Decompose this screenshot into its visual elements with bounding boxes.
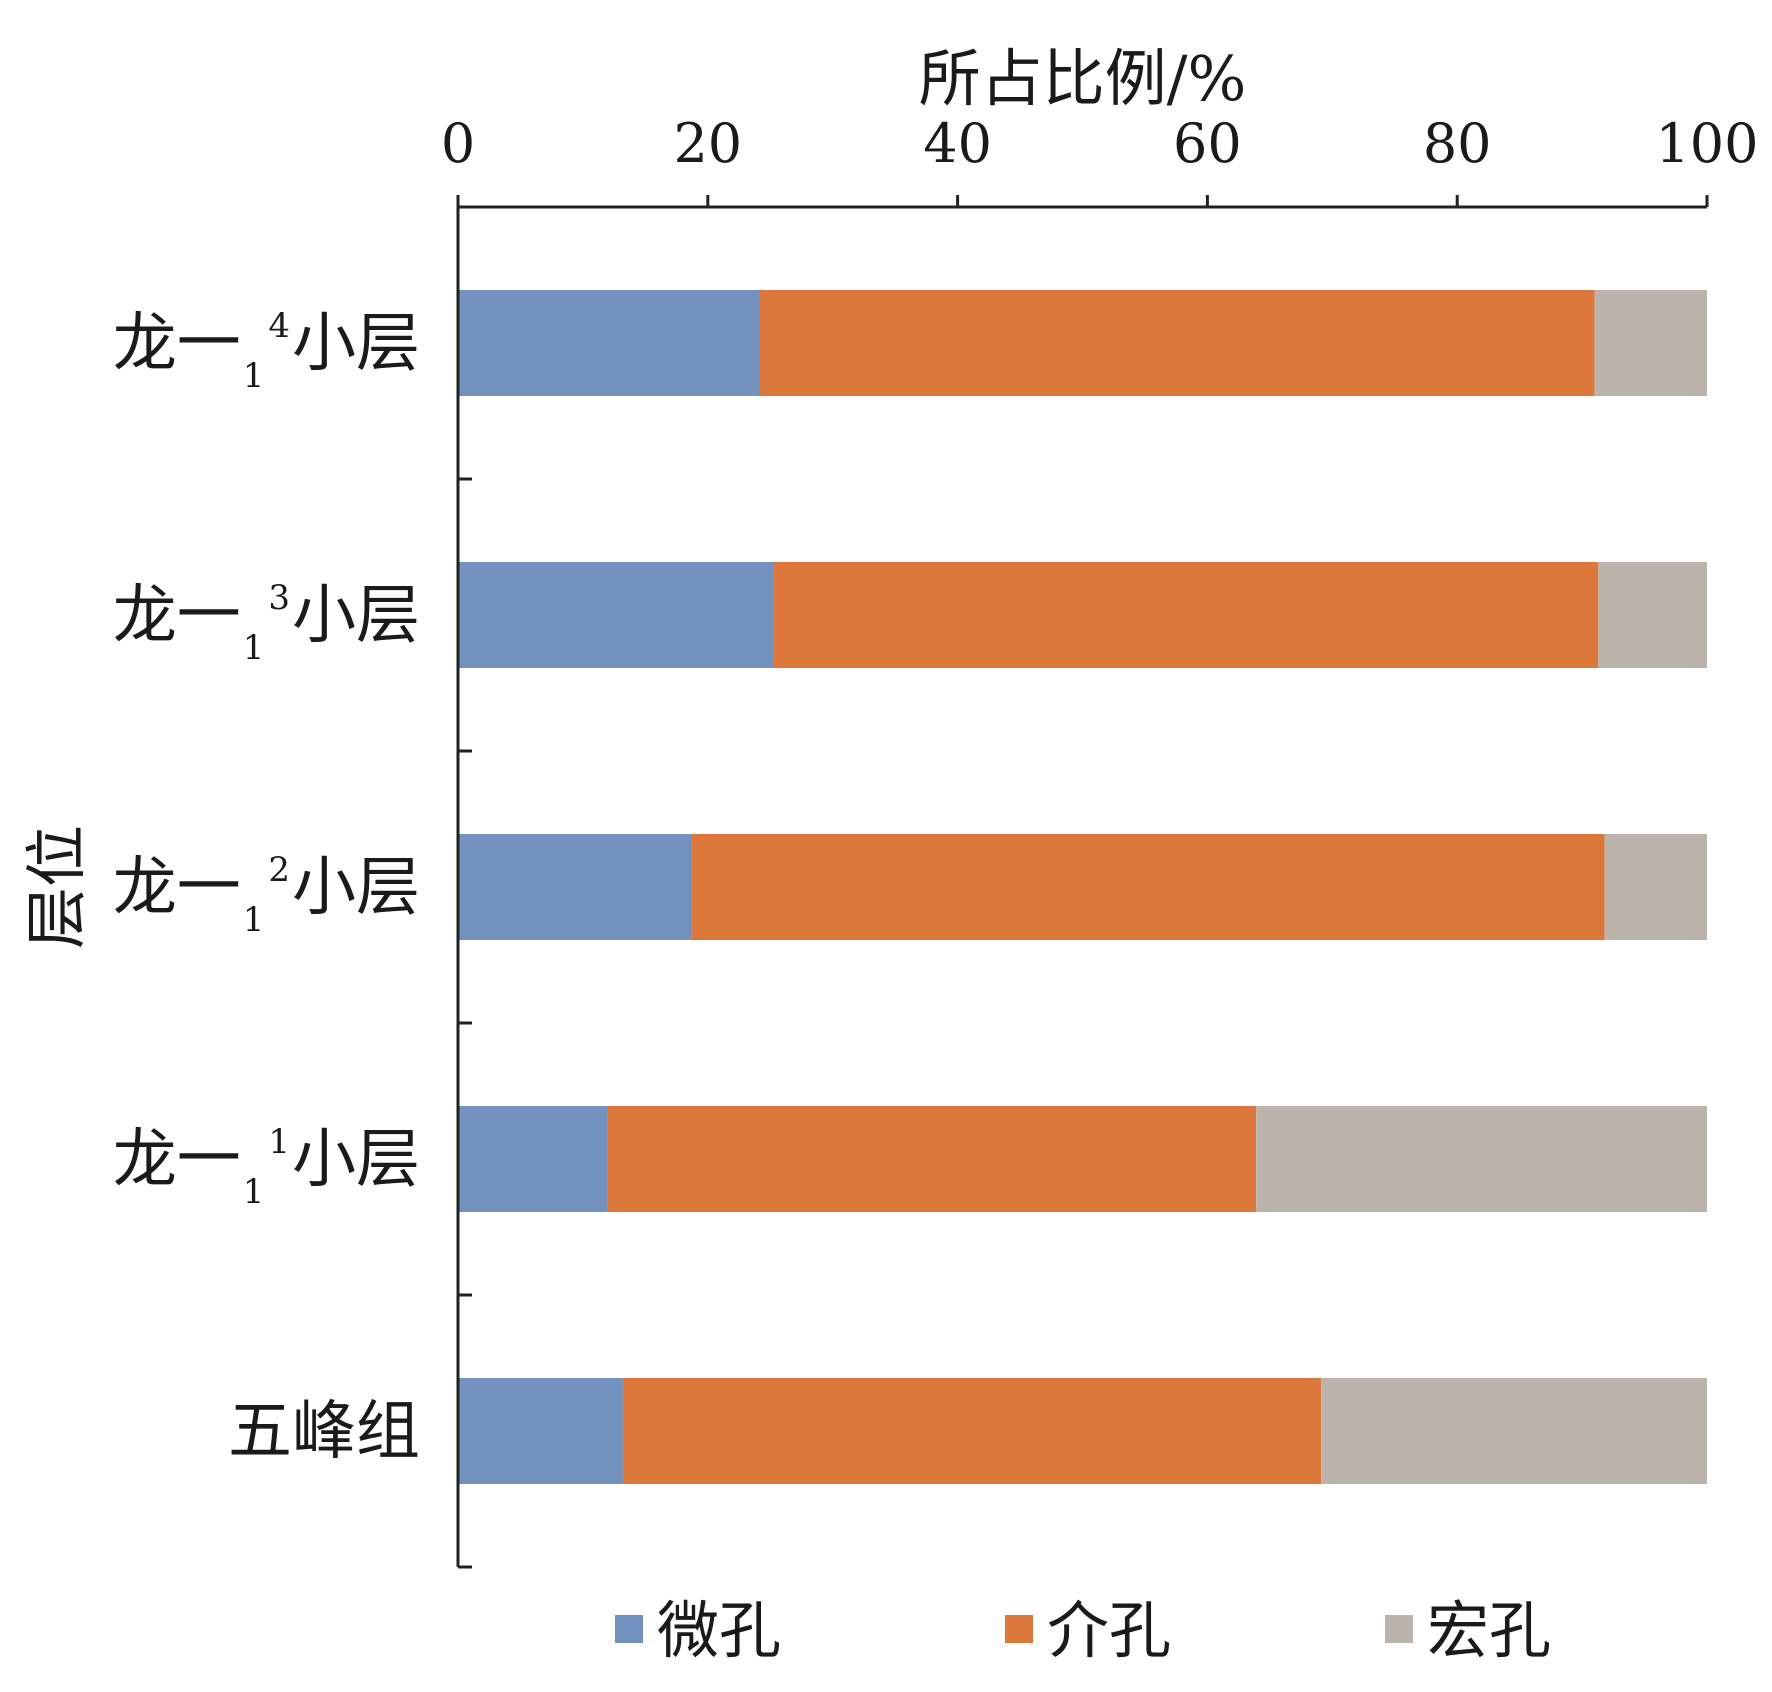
bar-1-series-1	[458, 290, 759, 396]
legend-swatch-3	[1385, 1615, 1413, 1643]
bar-2-series-3	[1598, 562, 1707, 668]
bar-1-series-3	[1594, 290, 1707, 396]
x-tick-label-4: 80	[1423, 112, 1492, 175]
x-tick-label-1: 20	[673, 112, 742, 175]
y-axis-title: 层位	[20, 825, 93, 949]
category-label-2: 龙一13小层	[113, 578, 420, 668]
x-axis-title: 所占比例/%	[919, 42, 1247, 115]
legend-label-2: 介孔	[1047, 1594, 1171, 1667]
labels-layer: 0 20 40 60 80 100 所占比例/% 层位 龙一14小层龙一13小层龙一12小层龙一…	[20, 42, 1759, 1469]
bar-4-series-2	[607, 1106, 1257, 1212]
bar-5-series-1	[458, 1378, 623, 1484]
axes-layer	[456, 195, 1709, 1569]
category-label-5: 五峰组	[228, 1395, 420, 1469]
bar-4-series-1	[458, 1106, 608, 1212]
category-label-3: 龙一12小层	[113, 850, 420, 940]
x-tick-label-3: 60	[1173, 112, 1242, 175]
x-tick-label-0: 0	[441, 112, 475, 175]
legend-swatch-2	[1005, 1615, 1033, 1643]
category-label-4: 龙一11小层	[113, 1122, 420, 1212]
legend-swatch-1	[615, 1615, 643, 1643]
x-tick-label-2: 40	[923, 112, 992, 175]
bars-layer	[458, 290, 1707, 1484]
legend-label-3: 宏孔	[1427, 1594, 1551, 1667]
bar-4-series-3	[1256, 1106, 1707, 1212]
bar-1-series-2	[759, 290, 1595, 396]
bar-3-series-1	[458, 834, 692, 940]
x-tick-label-5: 100	[1655, 112, 1758, 175]
bar-2-series-1	[458, 562, 774, 668]
bar-5-series-2	[622, 1378, 1322, 1484]
bar-5-series-3	[1321, 1378, 1707, 1484]
bar-2-series-2	[774, 562, 1599, 668]
bar-3-series-3	[1604, 834, 1707, 940]
category-label-1: 龙一14小层	[113, 306, 420, 396]
legend-label-1: 微孔	[657, 1594, 781, 1667]
bar-3-series-2	[691, 834, 1605, 940]
legend: 微孔 介孔 宏孔	[615, 1594, 1551, 1667]
